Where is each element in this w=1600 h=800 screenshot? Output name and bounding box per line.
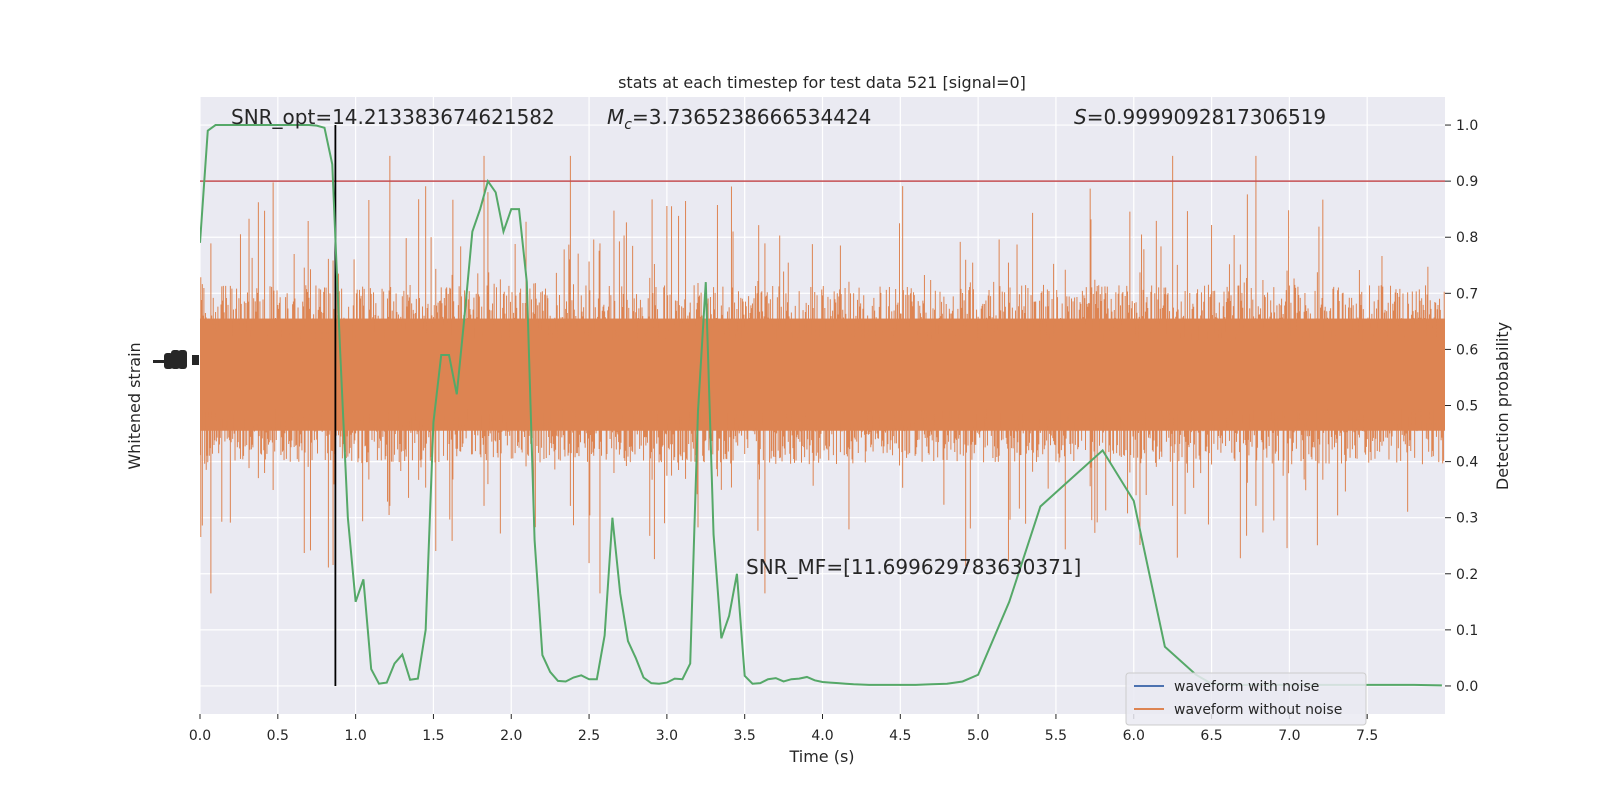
y-right-tick-label: 0.2 (1456, 567, 1478, 583)
y-right-axis-label: Detection probability (1493, 322, 1512, 490)
y-right-tick-label: 0.6 (1456, 342, 1478, 358)
waveform-noise-band (200, 155, 1445, 594)
x-tick-label: 2.0 (500, 728, 522, 744)
x-tick-label: 1.0 (344, 728, 366, 744)
annotation-chirp-mass-symbol: M (607, 105, 624, 129)
x-tick-label: 7.5 (1356, 728, 1378, 744)
x-tick-label: 7.0 (1278, 728, 1300, 744)
annotation-s-symbol: S (1074, 105, 1087, 129)
y-right-tick-label: 0.0 (1456, 679, 1478, 695)
annotation-snr-opt: SNR_opt=14.213383674621582 (231, 105, 555, 129)
x-tick-label: 3.5 (734, 728, 756, 744)
left-axis-offset-glyph (153, 350, 199, 369)
y-right-tick-label: 0.1 (1456, 623, 1478, 639)
x-tick-label: 1.5 (422, 728, 444, 744)
lines (200, 124, 1445, 687)
legend-label-with-noise: waveform with noise (1174, 679, 1319, 695)
detection-probability-line (200, 124, 1442, 687)
x-tick-label: 0.0 (189, 728, 211, 744)
x-tick-label: 6.5 (1200, 728, 1222, 744)
y-right-tick-label: 0.4 (1456, 455, 1478, 471)
chart-title: stats at each timestep for test data 521… (618, 73, 1026, 92)
y-right-tick-label: 0.7 (1456, 286, 1478, 302)
y-right-tick-label: 0.8 (1456, 230, 1478, 246)
x-ticks: 0.0 0.5 1.0 1.5 2.0 2.5 3.0 3.5 4.0 4.5 5.0 5.5 6.0 6… (189, 714, 1378, 744)
y-right-ticks: 0.0 0.1 0.2 0.3 0.4 0.5 0.6 0.7 0.8 0.9 1.0 (1445, 118, 1478, 695)
annotation-chirp-mass: Mc=3.7365238666534424 (607, 105, 871, 133)
annotation-chirp-mass-value: =3.7365238666534424 (632, 105, 871, 129)
legend-box (1125, 672, 1367, 726)
y-right-tick-label: 1.0 (1456, 118, 1478, 134)
y-right-tick-label: 0.5 (1456, 399, 1478, 415)
x-tick-label: 2.5 (578, 728, 600, 744)
x-tick-label: 0.5 (267, 728, 289, 744)
y-left-axis-label: Whitened strain (125, 342, 144, 469)
x-tick-label: 6.0 (1123, 728, 1145, 744)
annotation-snr-mf: SNR_MF=[11.699629783630371] (746, 555, 1081, 579)
legend: waveform with noise waveform without noi… (1125, 672, 1367, 726)
x-tick-label: 5.5 (1045, 728, 1067, 744)
noise-spikes (200, 155, 1445, 594)
x-tick-label: 5.0 (967, 728, 989, 744)
x-tick-label: 4.0 (811, 728, 833, 744)
annotation-s: S=0.9999092817306519 (1074, 105, 1326, 129)
y-right-tick-label: 0.9 (1456, 174, 1478, 190)
annotation-s-value: =0.9999092817306519 (1087, 105, 1326, 129)
annotation-chirp-mass-subscript: c (624, 117, 632, 133)
y-right-tick-label: 0.3 (1456, 511, 1478, 527)
legend-label-without-noise: waveform without noise (1174, 702, 1342, 718)
x-tick-label: 4.5 (889, 728, 911, 744)
x-axis-label: Time (s) (788, 747, 854, 766)
x-tick-label: 3.0 (656, 728, 678, 744)
